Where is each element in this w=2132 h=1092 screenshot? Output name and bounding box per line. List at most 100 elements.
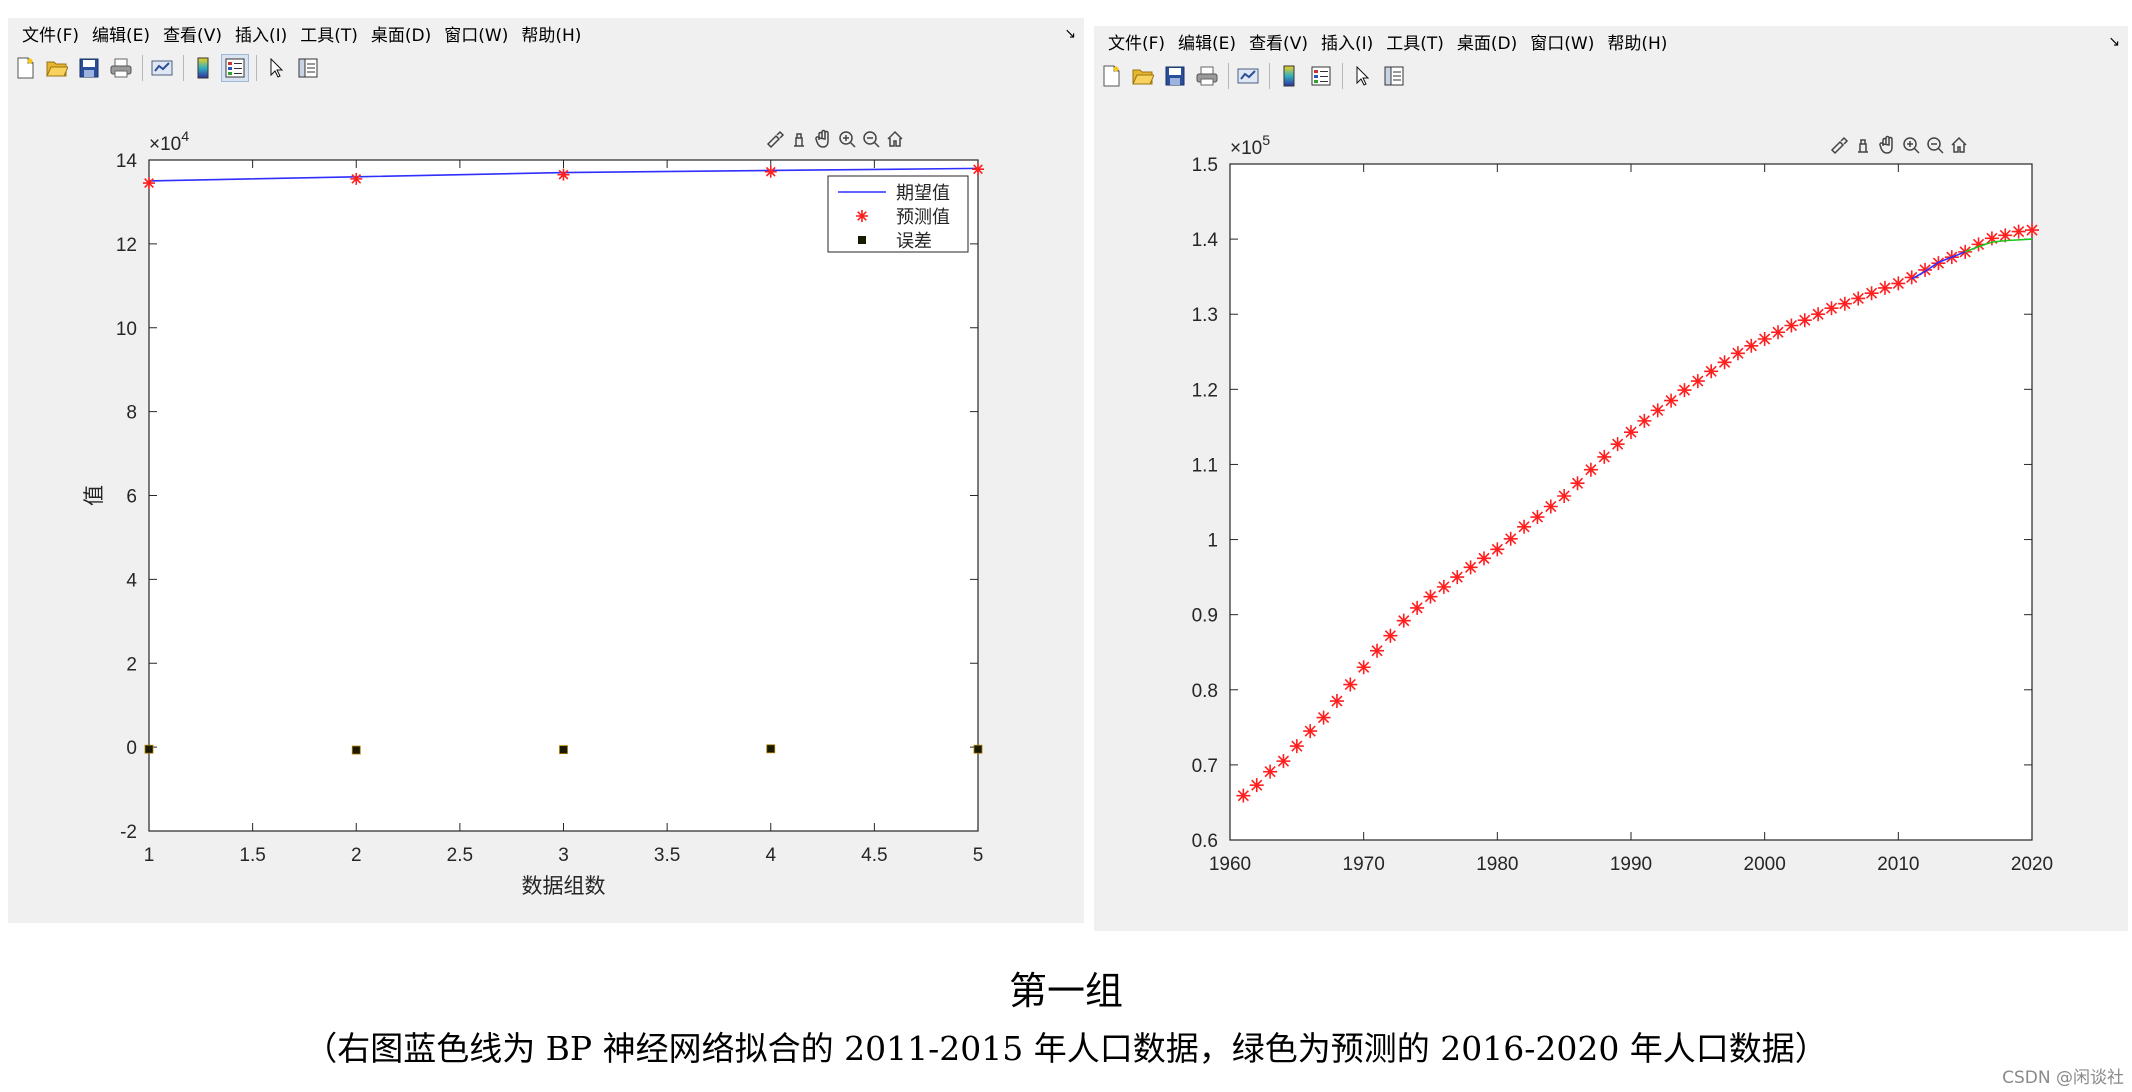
- series-line: [1911, 251, 1966, 280]
- dock-arrow-icon[interactable]: ↘: [2108, 34, 2120, 50]
- brush-icon[interactable]: [766, 130, 785, 149]
- menu-insert[interactable]: 插入(I): [234, 25, 288, 46]
- asterisk-stroke: [1289, 739, 1304, 754]
- menu-tools[interactable]: 工具(T): [300, 25, 358, 46]
- menu-desktop[interactable]: 桌面(D): [370, 25, 432, 46]
- property-inspector-icon[interactable]: [295, 55, 321, 81]
- y-axis-label: 值: [82, 485, 106, 506]
- print-icon[interactable]: [1194, 63, 1220, 89]
- data-point: [1864, 286, 1879, 301]
- x-tick-label: 2020: [2011, 854, 2053, 875]
- menu-view[interactable]: 查看(V): [163, 25, 222, 46]
- data-point: [1610, 437, 1625, 452]
- menu-desktop[interactable]: 桌面(D): [1456, 33, 1518, 54]
- asterisk-stroke: [1690, 374, 1705, 389]
- asterisk-stroke: [1410, 600, 1425, 615]
- menu-insert[interactable]: 插入(I): [1320, 33, 1374, 54]
- legend-label: 预测值: [896, 207, 950, 228]
- data-tips-icon-glyph: [1858, 139, 1868, 153]
- data-point: [1904, 270, 1919, 285]
- home-icon-glyph: [887, 130, 903, 147]
- x-tick-label: 3: [558, 845, 569, 866]
- save-icon[interactable]: [76, 55, 102, 81]
- data-point: [350, 172, 363, 185]
- data-tips-icon[interactable]: [794, 133, 804, 147]
- data-point: [1851, 291, 1866, 306]
- menu-bar: 文件(F) 编辑(E) 查看(V) 插入(I) 工具(T) 桌面(D) 窗口(W…: [1094, 26, 1674, 56]
- series: [144, 744, 983, 755]
- asterisk-stroke: [1998, 228, 2013, 243]
- link-plot-icon[interactable]: [149, 55, 175, 81]
- asterisk-stroke: [1530, 510, 1545, 525]
- home-icon[interactable]: [887, 130, 903, 147]
- property-inspector-icon[interactable]: [1381, 63, 1407, 89]
- x-tick-label: 3.5: [654, 845, 680, 866]
- zoom-in-icon[interactable]: [839, 131, 856, 148]
- zoom-out-icon-glyph: [863, 131, 880, 148]
- data-tips-icon[interactable]: [1858, 139, 1868, 153]
- menu-file[interactable]: 文件(F): [22, 25, 80, 46]
- series: [1911, 251, 1966, 280]
- menu-window[interactable]: 窗口(W): [1530, 33, 1595, 54]
- asterisk-stroke: [1396, 613, 1411, 628]
- data-point: [1503, 531, 1518, 546]
- colorbar-icon[interactable]: [1276, 63, 1302, 89]
- pan-icon-glyph: [1879, 135, 1893, 154]
- data-point: [1570, 476, 1585, 491]
- link-plot-icon[interactable]: [1235, 63, 1261, 89]
- asterisk-stroke: [1677, 383, 1692, 398]
- save-icon[interactable]: [1162, 63, 1188, 89]
- open-folder-icon[interactable]: [1130, 63, 1156, 89]
- new-file-icon[interactable]: [12, 55, 38, 81]
- menu-view[interactable]: 查看(V): [1249, 33, 1308, 54]
- asterisk-stroke: [1503, 531, 1518, 546]
- new-file-icon[interactable]: [1098, 63, 1124, 89]
- legend-icon[interactable]: [221, 54, 249, 82]
- menu-window[interactable]: 窗口(W): [444, 25, 509, 46]
- brush-icon-glyph: [1830, 136, 1849, 155]
- asterisk-stroke: [764, 165, 777, 178]
- asterisk-stroke: [972, 163, 984, 176]
- home-icon[interactable]: [1951, 136, 1967, 153]
- menu-file[interactable]: 文件(F): [1108, 33, 1166, 54]
- x-tick-label: 1980: [1476, 854, 1518, 875]
- asterisk-stroke: [1303, 724, 1318, 739]
- toolbar-separator: [1228, 63, 1229, 89]
- pointer-icon[interactable]: [1349, 63, 1375, 89]
- asterisk-stroke: [1263, 764, 1278, 779]
- asterisk-stroke: [1463, 560, 1478, 575]
- menu-help[interactable]: 帮助(H): [1607, 33, 1668, 54]
- brush-icon[interactable]: [1830, 136, 1849, 155]
- pan-icon[interactable]: [815, 129, 829, 148]
- open-folder-icon[interactable]: [44, 55, 70, 81]
- data-point: [1410, 600, 1425, 615]
- zoom-in-icon[interactable]: [1903, 137, 1920, 154]
- pointer-icon[interactable]: [263, 55, 289, 81]
- zoom-out-icon[interactable]: [1927, 137, 1944, 154]
- dock-arrow-icon[interactable]: ↘: [1064, 26, 1076, 42]
- pan-icon[interactable]: [1879, 135, 1893, 154]
- menu-help[interactable]: 帮助(H): [521, 25, 582, 46]
- legend-box: [827, 175, 969, 253]
- zoom-out-icon[interactable]: [863, 131, 880, 148]
- legend-item: 期望值: [838, 183, 950, 204]
- data-point: [856, 210, 868, 222]
- asterisk-stroke: [1423, 589, 1438, 604]
- data-point: [1811, 307, 1826, 322]
- menu-edit[interactable]: 编辑(E): [92, 25, 151, 46]
- colorbar-icon[interactable]: [190, 55, 216, 81]
- data-point: [764, 165, 777, 178]
- y-tick-label: 1.5: [1192, 155, 1218, 176]
- asterisk-stroke: [1249, 778, 1264, 793]
- pan-icon-glyph: [815, 129, 829, 148]
- y-exponent-label: ×105: [1230, 133, 1270, 159]
- data-point: [1370, 643, 1385, 658]
- asterisk-stroke: [1664, 393, 1679, 408]
- menu-edit[interactable]: 编辑(E): [1178, 33, 1237, 54]
- y-tick-label: -2: [120, 822, 137, 843]
- data-point: [1704, 364, 1719, 379]
- legend-icon[interactable]: [1308, 63, 1334, 89]
- data-point: [1998, 228, 2013, 243]
- menu-tools[interactable]: 工具(T): [1386, 33, 1444, 54]
- print-icon[interactable]: [108, 55, 134, 81]
